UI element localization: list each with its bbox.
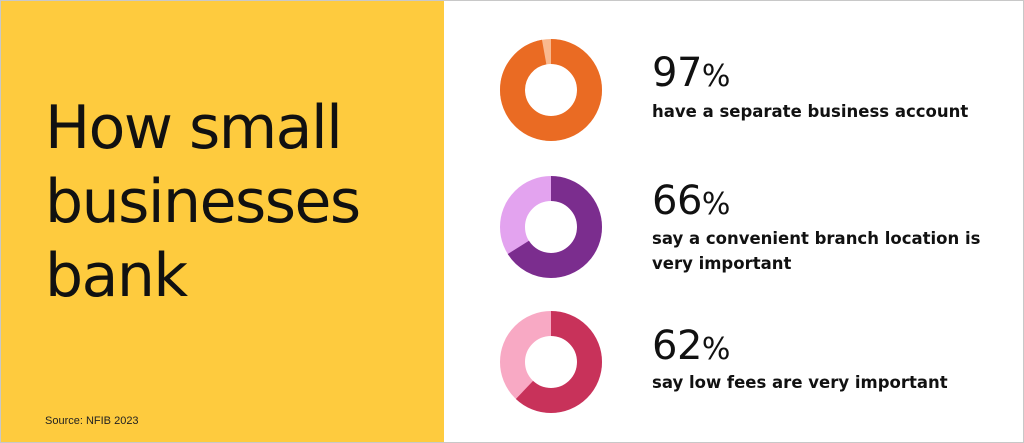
donut-value-slice bbox=[500, 39, 602, 141]
donut-value-slice bbox=[500, 176, 602, 278]
donut-svg bbox=[500, 311, 602, 413]
stat-unit: % bbox=[701, 59, 731, 94]
stat-unit: % bbox=[701, 332, 731, 367]
stat-number: 66 bbox=[652, 178, 702, 224]
stat-number: 62 bbox=[652, 323, 702, 369]
stat-number: 97 bbox=[652, 50, 702, 96]
stat-value: 62% bbox=[652, 324, 730, 372]
stat-unit: % bbox=[701, 187, 731, 222]
donut-chart bbox=[500, 176, 602, 278]
stat-label: have a separate business account bbox=[652, 102, 969, 121]
stat-label: say low fees are very important bbox=[652, 373, 948, 392]
donut-svg bbox=[500, 39, 602, 141]
donut-value-slice bbox=[500, 311, 602, 413]
donut-chart bbox=[500, 39, 602, 141]
stat-label: say a convenient branch location is very… bbox=[652, 229, 981, 273]
stat-value: 66% bbox=[652, 179, 730, 227]
source-note: Source: NFIB 2023 bbox=[45, 415, 139, 427]
page-title: How small businesses bank bbox=[45, 93, 361, 311]
stat-value: 97% bbox=[652, 51, 730, 99]
title-panel: How small businesses bank Source: NFIB 2… bbox=[1, 1, 444, 442]
donut-svg bbox=[500, 176, 602, 278]
donut-chart bbox=[500, 311, 602, 413]
